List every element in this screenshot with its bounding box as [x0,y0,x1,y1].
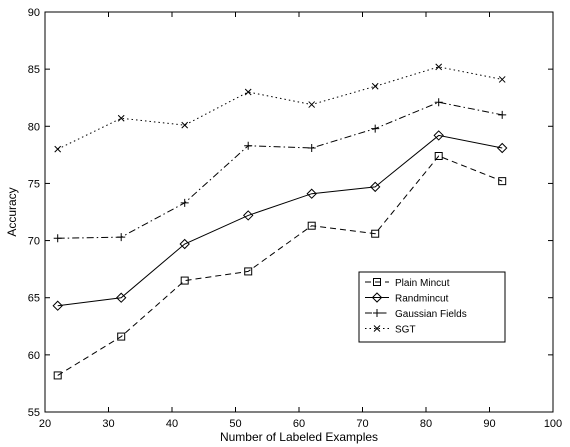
data-point [307,221,316,230]
data-point [307,144,316,152]
x-tick-label: 100 [544,418,562,430]
data-point [433,130,444,141]
y-tick-label: 65 [28,293,40,305]
y-tick-label: 55 [28,407,40,419]
x-tick-label: 20 [39,418,51,430]
y-tick-label: 70 [28,236,40,248]
data-point [244,267,253,276]
x-axis-label: Number of Labeled Examples [220,430,378,444]
data-point [435,63,443,71]
series-randmincut [52,130,508,311]
axes: 20 30 40 50 60 70 80 90 100 55 60 65 70 75 80 85 90 Numbe… [5,7,562,444]
x-tick-label: 40 [166,418,178,430]
data-point [371,229,380,238]
legend-entry: Plain Mincut [395,278,450,289]
y-tick-label: 85 [28,64,40,76]
data-point [498,76,506,83]
legend-entry: Gaussian Fields [395,309,467,320]
data-point [306,188,317,199]
data-point [180,198,189,207]
legend-marker [373,325,381,332]
y-tick-label: 75 [28,178,40,190]
data-point [369,181,381,193]
plot-frame [44,11,554,413]
data-point [498,110,507,119]
data-point [181,121,189,129]
series-sgt [54,63,506,153]
data-point [434,152,443,160]
y-tick-label: 90 [28,7,40,19]
legend-marker [373,278,381,286]
x-tick-label: 70 [356,418,368,430]
data-point [308,101,316,108]
data-point [54,145,62,153]
data-point [434,98,443,107]
data-point [180,276,189,285]
series-line [57,66,503,150]
x-tick-label: 50 [229,418,241,430]
y-tick-label: 80 [28,121,40,133]
data-point [242,210,254,221]
data-point [117,114,125,122]
x-tick-label: 60 [293,418,305,430]
data-point [117,332,126,341]
data-point [53,371,62,380]
data-point [53,234,62,243]
data-point [244,141,253,150]
series-line [57,134,503,307]
legend-entry: Randmincut [395,294,449,305]
data-point [115,292,127,303]
y-tick-label: 60 [28,350,40,362]
data-point [496,142,508,154]
legend: Plain Mincut Randmincut Gaussian Fields SGT [358,271,506,343]
data-point [498,177,507,186]
legend-marker [371,292,383,303]
x-tick-label: 30 [102,418,114,430]
y-axis-label: Accuracy [5,187,19,236]
legend-entry: SGT [395,325,416,336]
series-plain-mincut [53,152,507,380]
data-point [371,124,380,133]
x-tick-label: 80 [420,418,432,430]
data-point [371,82,379,90]
data-point [179,238,190,250]
legend-box [358,271,506,343]
series-gaussian-fields [53,98,507,243]
x-tick-label: 90 [483,418,495,430]
series-line [57,101,503,239]
data-point [244,88,252,96]
series-line [57,155,503,376]
data-point [52,300,63,311]
data-point [117,233,126,242]
series-layer [52,63,508,380]
legend-marker [373,309,381,317]
